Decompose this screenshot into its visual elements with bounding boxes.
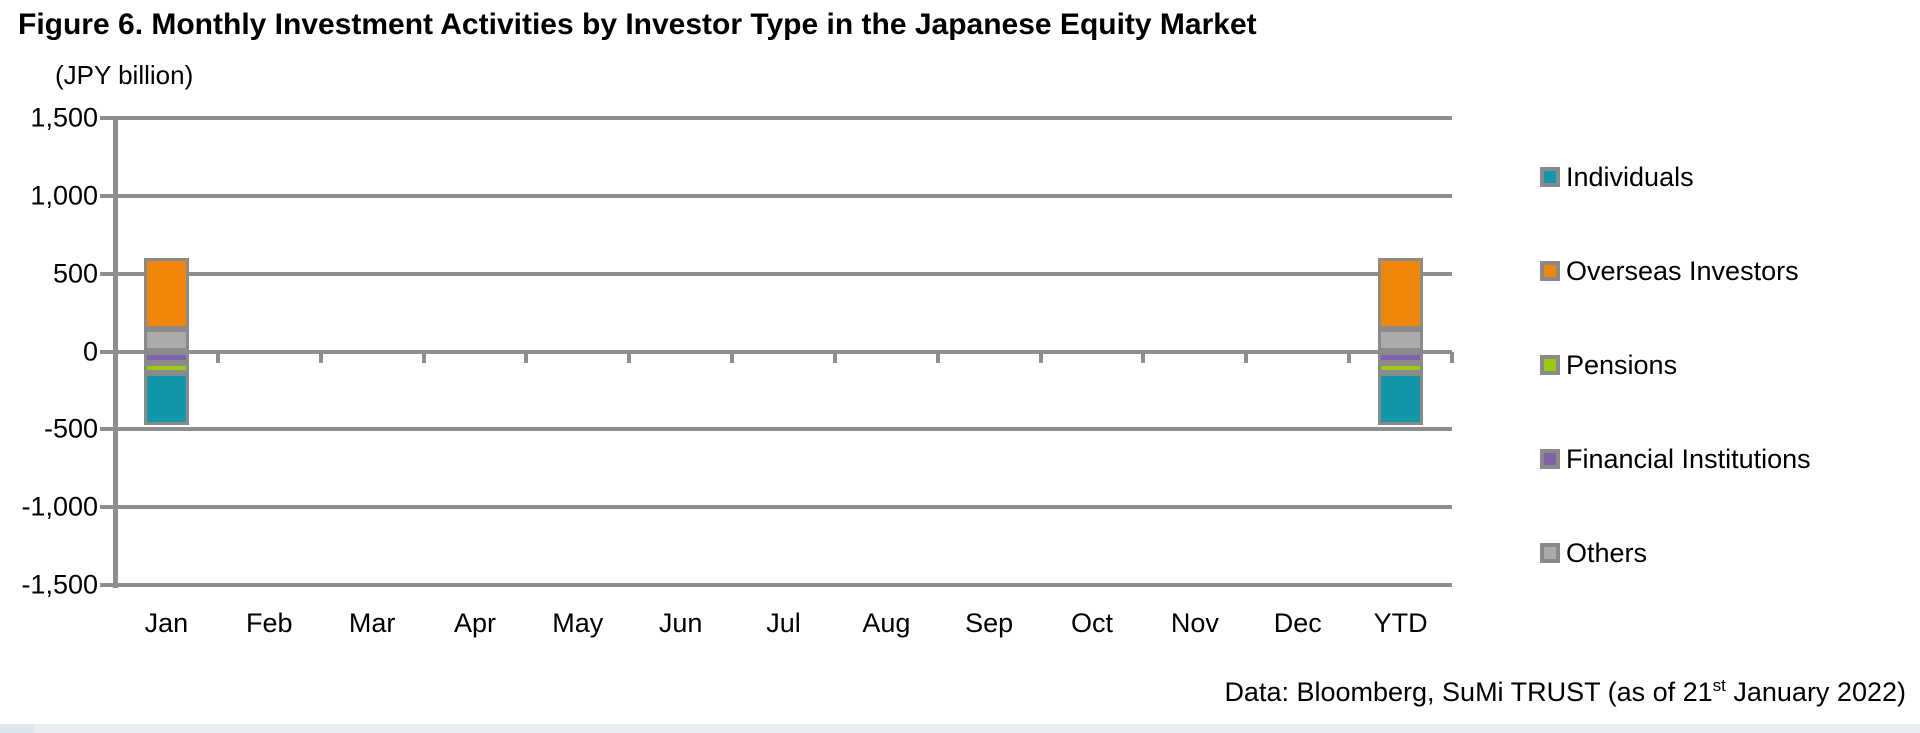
x-axis-tick [627, 351, 632, 363]
legend-item-overseas-investors: Overseas Investors [1540, 254, 1799, 288]
gridline [115, 505, 1452, 510]
bar-segment-financial-institutions [143, 351, 189, 364]
bar-segment-individuals [143, 373, 189, 426]
x-axis-label: Oct [1071, 608, 1114, 638]
x-axis-label: Feb [246, 608, 293, 638]
y-axis-unit-label: (JPY billion) [55, 60, 194, 90]
x-axis-label: Aug [862, 608, 911, 638]
bar-segment-pensions [143, 363, 189, 374]
gridline [115, 193, 1452, 198]
ordinal-superscript: st [1712, 676, 1726, 695]
y-axis-tick [100, 427, 115, 432]
bar-segment-overseas-investors [1378, 258, 1424, 329]
gridline [115, 427, 1452, 432]
x-axis-label: Jan [144, 608, 189, 638]
x-axis-tick [832, 351, 837, 363]
x-axis-tick [1244, 351, 1249, 363]
x-axis-tick [421, 351, 426, 363]
x-axis-label: Sep [965, 608, 1014, 638]
y-axis-tick [100, 349, 115, 354]
y-axis-line [113, 118, 118, 588]
others-legend-swatch [1540, 543, 1560, 563]
window-bottom-strip [0, 724, 1920, 733]
legend-label: Financial Institutions [1566, 443, 1811, 474]
individuals-legend-swatch [1540, 167, 1560, 187]
y-axis-label: -1,000 [21, 491, 98, 522]
x-axis-tick [1347, 351, 1352, 363]
y-axis-tick [100, 271, 115, 276]
x-axis-label: Mar [348, 608, 396, 638]
y-axis-label: 500 [52, 258, 98, 289]
x-axis-tick [318, 351, 323, 363]
legend-label: Individuals [1566, 161, 1694, 192]
gridline [115, 349, 1452, 354]
legend-item-pensions: Pensions [1540, 348, 1677, 382]
window-bottom-strip-left [0, 724, 34, 733]
y-axis-tick [100, 116, 115, 120]
x-axis-label: Apr [453, 608, 496, 638]
x-axis-tick [730, 351, 735, 363]
y-axis-label: -1,500 [21, 569, 98, 600]
legend-item-financial-institutions: Financial Institutions [1540, 442, 1811, 476]
bar-segment-financial-institutions [1378, 351, 1424, 364]
y-axis-label: -500 [43, 413, 98, 444]
bar-segment-others [1378, 328, 1424, 352]
bar-segment-pensions [1378, 363, 1424, 374]
chart-title: Figure 6. Monthly Investment Activities … [18, 8, 1257, 41]
x-axis-label: Nov [1170, 608, 1219, 638]
pensions-legend-swatch [1540, 355, 1560, 375]
y-axis-tick [100, 583, 115, 587]
x-axis-tick [524, 351, 529, 363]
data-source-note: Data: Bloomberg, SuMi TRUST (as of 21st … [1224, 676, 1906, 707]
x-axis-tick [215, 351, 220, 363]
x-axis-tick [935, 351, 940, 363]
legend-label: Overseas Investors [1566, 255, 1799, 286]
y-axis-label: 1,500 [30, 102, 98, 133]
legend-label: Pensions [1566, 349, 1678, 380]
x-axis-label: Jul [766, 608, 801, 638]
gridline [115, 271, 1452, 276]
financial-institutions-legend-swatch [1540, 449, 1560, 469]
x-axis-label: Jun [658, 608, 703, 638]
chart-legend: Individuals Overseas Investors Pensions … [1540, 0, 1920, 733]
legend-item-individuals: Individuals [1540, 160, 1694, 194]
x-axis-label: YTD [1373, 608, 1428, 638]
bar-segment-others [143, 328, 189, 352]
x-axis-label: Dec [1273, 608, 1322, 638]
bar-segment-overseas-investors [143, 258, 189, 329]
x-axis-tick [1450, 351, 1454, 363]
y-axis-label: 1,000 [30, 180, 98, 211]
y-axis-label: 0 [82, 336, 98, 366]
legend-item-others: Others [1540, 536, 1647, 570]
gridline [115, 583, 1452, 587]
x-axis-tick [1038, 351, 1043, 363]
bar-segment-individuals [1378, 373, 1424, 426]
overseas-investors-legend-swatch [1540, 261, 1560, 281]
gridline [115, 116, 1452, 120]
x-axis-tick [1141, 351, 1146, 363]
y-axis-tick [100, 193, 115, 198]
y-axis-tick [100, 505, 115, 510]
legend-label: Others [1566, 537, 1648, 568]
x-axis-label: May [552, 608, 604, 638]
